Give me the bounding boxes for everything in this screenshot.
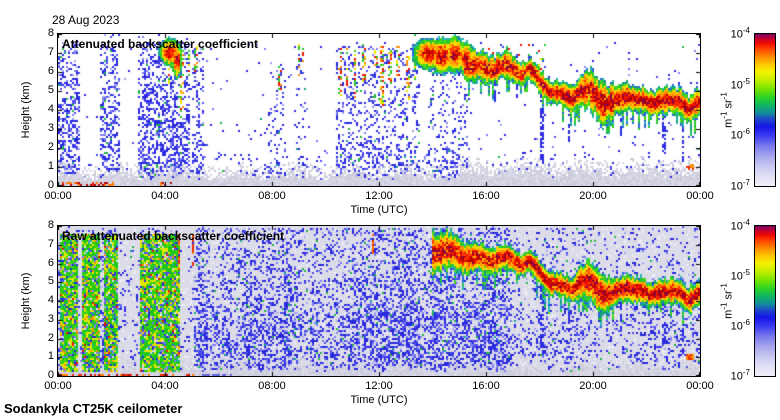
y-tick-label: 8	[47, 219, 54, 231]
colorbar-bottom	[754, 225, 776, 377]
x-tick-label: 00:00	[686, 190, 714, 202]
raw-backscatter-heatmap	[57, 225, 701, 377]
y-tick-label: 4	[47, 294, 54, 306]
y-tick-label: 8	[47, 27, 54, 39]
y-tick-label: 2	[47, 141, 54, 153]
x-tick-label: 04:00	[151, 190, 179, 202]
x-tick-label: 12:00	[365, 380, 393, 392]
y-tick-label: 4	[47, 103, 54, 115]
x-tick-label: 00:00	[44, 190, 72, 202]
y-tick-label: 5	[47, 84, 54, 96]
x-tick-label: 08:00	[258, 380, 286, 392]
y-tick-label: 1	[47, 160, 54, 172]
x-tick-label: 20:00	[579, 190, 607, 202]
y-tick-label: 3	[47, 122, 54, 134]
colorbar-unit-label-top: m-1 sr-1	[719, 92, 735, 128]
x-axis-label-bottom: Time (UTC)	[350, 394, 408, 406]
x-tick-label: 16:00	[472, 190, 500, 202]
colorbar-tick-label: 10-6	[730, 318, 750, 333]
colorbar-top	[754, 33, 776, 187]
x-tick-label: 00:00	[686, 380, 714, 392]
y-tick-label: 7	[47, 46, 54, 58]
x-tick-label: 08:00	[258, 190, 286, 202]
colorbar-tick-label: 10-4	[730, 26, 750, 41]
panel-title-attenuated: Attenuated backscatter coefficient	[62, 37, 259, 51]
x-tick-label: 04:00	[151, 380, 179, 392]
y-tick-label: 0	[47, 179, 54, 191]
colorbar-tick-label: 10-7	[730, 178, 750, 193]
attenuated-backscatter-heatmap	[57, 33, 701, 187]
y-tick-label: 7	[47, 237, 54, 250]
colorbar-tick-label: 10-7	[730, 368, 750, 383]
y-tick-label: 1	[47, 350, 54, 363]
y-tick-label: 3	[47, 312, 54, 325]
colorbar-tick-label: 10-4	[730, 218, 750, 233]
panel-title-raw: Raw attenuated backscatter coefficient	[62, 229, 285, 243]
x-tick-label: 00:00	[44, 380, 72, 392]
x-tick-label: 16:00	[472, 380, 500, 392]
colorbar-tick-label: 10-6	[730, 127, 750, 142]
colorbar-tick-label: 10-5	[730, 268, 750, 283]
y-tick-label: 6	[47, 256, 54, 269]
date-label: 28 Aug 2023	[52, 13, 120, 27]
y-tick-label: 2	[47, 331, 54, 344]
colorbar-unit-label-bottom: m-1 sr-1	[719, 283, 735, 319]
x-tick-label: 12:00	[365, 190, 393, 202]
y-tick-label: 6	[47, 65, 54, 77]
colorbar-tick-label: 10-5	[730, 76, 750, 92]
x-axis-label-top: Time (UTC)	[350, 204, 408, 216]
y-tick-label: 0	[47, 369, 54, 381]
x-tick-label: 20:00	[579, 380, 607, 392]
instrument-caption: Sodankyla CT25K ceilometer	[4, 401, 183, 416]
y-tick-label: 5	[47, 275, 54, 288]
